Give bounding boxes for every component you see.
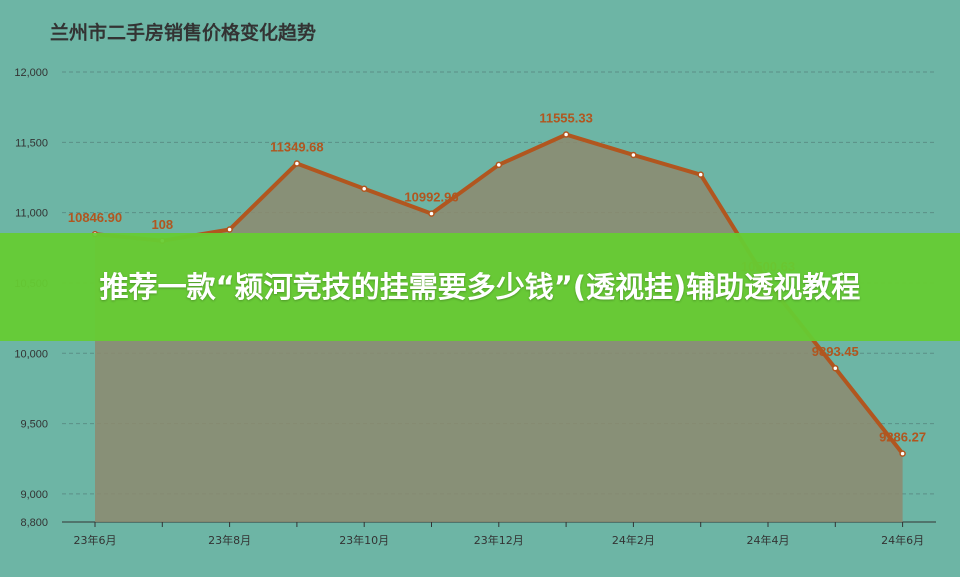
banner-text: 推荐一款“颍河竞技的挂需要多少钱”(透视挂)辅助透视教程 [99,270,861,304]
y-tick-label: 12,000 [14,67,48,79]
data-label: 10846.90 [68,210,122,225]
x-tick-label: 24年4月 [747,533,790,547]
y-tick-label: 11,500 [15,137,48,149]
data-point [562,131,570,138]
data-label: 9286.27 [879,430,926,445]
x-tick-label: 23年12月 [474,533,524,547]
y-tick-label: 11,000 [15,208,48,220]
data-label: 10992.96 [404,190,458,205]
x-tick-label: 23年6月 [74,533,117,547]
data-label: 9893.45 [812,344,859,359]
chart-title: 兰州市二手房销售价格变化趋势 [50,22,317,44]
x-tick-label: 23年8月 [208,533,251,547]
data-point [832,364,839,372]
x-tick-label: 24年6月 [881,533,924,547]
data-point [360,185,368,192]
data-label: 108 [151,217,173,232]
data-point [495,161,503,169]
data-point [226,226,233,233]
y-tick-label: 10,000 [14,348,48,360]
x-tick-label: 24年2月 [612,533,655,547]
data-point [428,210,435,217]
data-point [899,450,906,457]
data-label: 11349.68 [270,139,324,154]
x-axis: 23年6月 23年8月 23年10月 23年12月 24年2月 24年4月 24年6月 [62,521,936,547]
data-point [630,151,637,159]
data-point [697,171,704,178]
x-tick-label: 23年10月 [339,533,389,547]
promo-banner: 推荐一款“颍河竞技的挂需要多少钱”(透视挂)辅助透视教程 [0,233,960,341]
y-tick-label: 8,800 [20,517,48,529]
data-point [293,160,301,167]
y-tick-label: 9,000 [20,489,48,501]
data-label: 11555.33 [539,111,593,126]
y-tick-label: 9,500 [20,419,48,431]
data-points [91,131,906,457]
